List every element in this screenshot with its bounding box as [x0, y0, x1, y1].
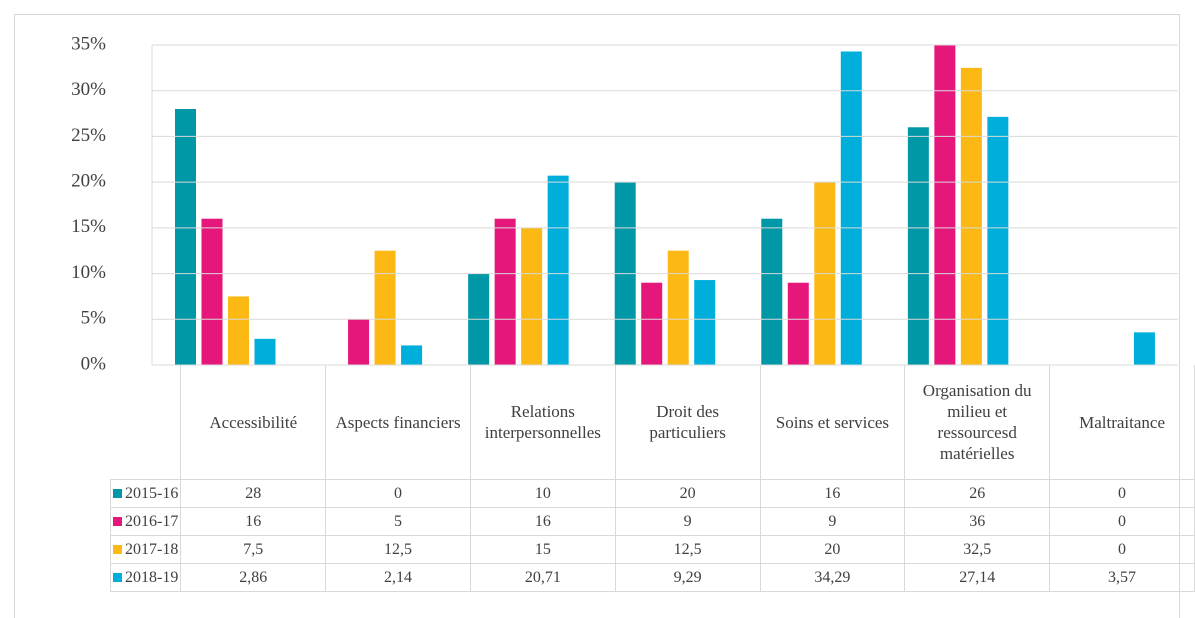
- value-cell: 20,71: [469, 563, 616, 592]
- legend-swatch: [113, 572, 122, 582]
- bar: [960, 67, 982, 365]
- bar: [641, 282, 663, 365]
- table-row: 2018-19 2,86 2,14 20,71 9,29 34,29 27,14 3,57: [109, 563, 1195, 592]
- value-cell: 26: [904, 479, 1051, 508]
- category-label: Aspects financiers: [325, 365, 471, 480]
- table-row: 2015-16 28 0 10 20 16 26 0: [109, 479, 1195, 508]
- bar: [667, 250, 689, 365]
- legend-swatch: [113, 488, 122, 498]
- value-cell: 27,14: [904, 563, 1051, 592]
- bar: [840, 51, 862, 365]
- bar: [761, 218, 783, 365]
- value-cell: 20: [759, 535, 906, 564]
- category-label: Organisation du milieu et ressourcesd ma…: [904, 365, 1051, 480]
- bar: [907, 127, 929, 365]
- chart-frame: [14, 14, 1180, 618]
- value-cell: 10: [469, 479, 616, 508]
- bar: [694, 280, 716, 365]
- bar: [521, 227, 543, 365]
- value-cell: 7,5: [180, 535, 327, 564]
- value-cell: 16: [759, 479, 906, 508]
- value-cell: 28: [180, 479, 327, 508]
- y-tick-label: 35%: [71, 33, 106, 54]
- legend-label: 2017-18: [125, 540, 179, 558]
- value-cell: 0: [325, 479, 471, 508]
- category-label: Soins et services: [759, 365, 906, 480]
- bar: [374, 250, 396, 365]
- bar: [401, 345, 423, 365]
- value-cell: 3,57: [1049, 563, 1195, 592]
- legend-label: 2015-16: [125, 484, 179, 502]
- legend-label: 2016-17: [125, 512, 179, 530]
- value-cell: 36: [904, 507, 1051, 536]
- bar: [175, 109, 196, 365]
- legend-swatch: [113, 516, 122, 526]
- category-label: Maltraitance: [1049, 365, 1195, 480]
- legend-cell: 2015-16: [109, 479, 182, 508]
- y-tick-label: 15%: [71, 216, 106, 237]
- table-header: Accessibilité Aspects financiers Relations…: [110, 365, 1195, 480]
- bar: [987, 116, 1009, 365]
- value-cell: 9: [614, 507, 761, 536]
- legend-cell: 2017-18: [109, 535, 182, 564]
- legend-cell: 2016-17: [109, 507, 182, 536]
- y-tick-label: 0%: [81, 353, 107, 374]
- value-cell: 12,5: [614, 535, 761, 564]
- category-label: Accessibilité: [180, 365, 327, 480]
- y-tick-label: 30%: [71, 79, 106, 100]
- category-label: Droit des particuliers: [614, 365, 761, 480]
- bar: [348, 319, 370, 365]
- table-row: 2016-17 16 5 16 9 9 36 0: [109, 507, 1195, 536]
- y-tick-label: 5%: [81, 308, 107, 329]
- bar: [934, 45, 956, 365]
- legend-swatch: [113, 544, 122, 554]
- value-cell: 16: [469, 507, 616, 536]
- value-cell: 5: [325, 507, 471, 536]
- value-cell: 2,14: [325, 563, 471, 592]
- bar: [254, 338, 276, 365]
- value-cell: 34,29: [759, 563, 906, 592]
- category-label: Relations interpersonnelles: [469, 365, 616, 480]
- bar: [201, 218, 223, 365]
- blank-cell: [110, 365, 182, 480]
- legend-label: 2018-19: [125, 568, 179, 586]
- value-cell: 9: [759, 507, 906, 536]
- bar: [1133, 332, 1155, 365]
- legend-cell: 2018-19: [109, 563, 182, 592]
- value-cell: 2,86: [180, 563, 327, 592]
- bar: [787, 282, 809, 365]
- value-cell: 0: [1049, 479, 1195, 508]
- bar: [547, 175, 569, 365]
- value-cell: 32,5: [904, 535, 1051, 564]
- value-cell: 9,29: [614, 563, 761, 592]
- value-cell: 0: [1049, 535, 1195, 564]
- y-tick-label: 25%: [71, 125, 106, 146]
- data-table: Accessibilité Aspects financiers Relations…: [109, 365, 1195, 592]
- y-tick-label: 10%: [71, 262, 106, 283]
- value-cell: 15: [469, 535, 616, 564]
- value-cell: 16: [180, 507, 327, 536]
- bar: [228, 296, 249, 365]
- y-tick-label: 20%: [71, 171, 106, 192]
- bars: [175, 45, 1155, 365]
- value-cell: 20: [614, 479, 761, 508]
- value-cell: 12,5: [325, 535, 471, 564]
- value-cell: 0: [1049, 507, 1195, 536]
- bar: [494, 218, 516, 365]
- table-row: 2017-18 7,5 12,5 15 12,5 20 32,5 0: [109, 535, 1195, 564]
